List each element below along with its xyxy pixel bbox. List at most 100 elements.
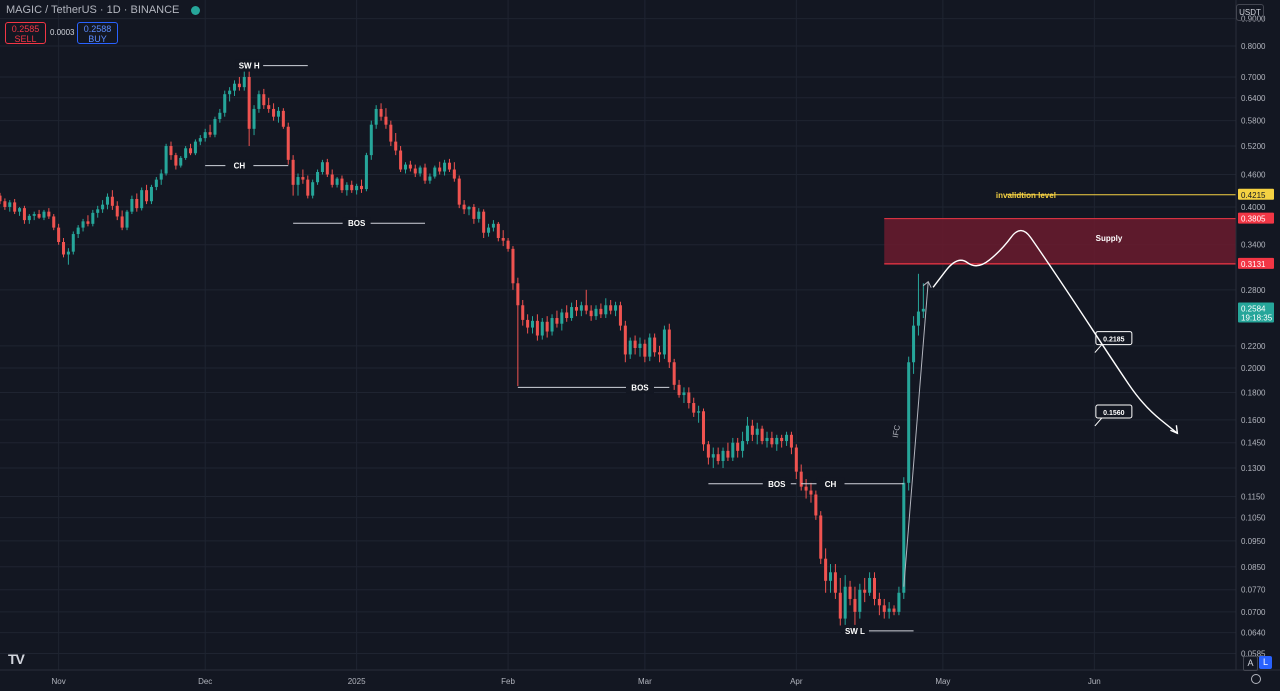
candle-body [726,450,730,458]
candle-body [159,173,163,180]
candle-body [203,132,207,139]
candle-body [760,428,764,442]
candle-body [61,242,66,255]
price-tick-label: 0.2800 [1241,286,1266,295]
price-label-text: 0.3131 [1241,260,1266,269]
candle-body [721,450,725,462]
structure-label-bg [840,624,869,637]
candle-body [8,202,12,207]
price-label-text: 0.3805 [1241,215,1266,224]
candle-body [477,211,481,219]
candle-body [86,221,90,224]
candle-body [902,482,906,593]
buy-button[interactable]: 0.2588 BUY [77,22,118,44]
candle-body [638,343,642,348]
candle-body [623,325,627,355]
candle-body [819,515,823,559]
price-tick-label: 0.0770 [1241,586,1266,595]
price-tick-label: 0.1600 [1241,416,1266,425]
candle-body [877,598,881,606]
candle-body [560,312,564,324]
candle-body [91,212,95,224]
buy-label: BUY [88,34,107,44]
candle-body [487,227,491,233]
candle-body [716,454,720,462]
candle-body [237,83,241,88]
candle-body [692,403,696,413]
candle-body [130,198,134,212]
currency-button[interactable]: USDT [1236,4,1264,21]
candle-body [545,321,549,332]
price-tick-label: 0.1450 [1241,439,1266,448]
candle-body [267,105,271,109]
candle-body [614,305,618,311]
structure-label-bg [816,477,845,490]
candle-body [535,320,539,336]
candle-body [648,337,652,357]
candle-body [208,132,212,135]
candle-body [193,141,197,154]
ifc-arrowhead [922,280,932,288]
candle-body [115,205,119,217]
candle-body [482,211,486,233]
target-callout-label: 0.1560 [1103,410,1125,417]
candle-body [27,215,31,221]
candle-body [814,494,818,516]
candle-body [374,108,378,125]
candle-body [247,76,251,129]
tradingview-logo[interactable]: TV [8,651,25,667]
candle-body [609,305,613,311]
symbol-header: MAGIC / TetherUS · 1D · BINANCE [6,4,201,16]
candle-body [506,240,510,249]
candle-body [96,209,100,213]
candle-body [345,184,349,191]
candle-body [682,392,686,396]
candle-body [443,162,447,172]
structure-label-bg [225,159,254,172]
candle-body [736,442,740,451]
candle-body [741,441,745,451]
target-callout-box [1095,404,1133,419]
candle-body [516,283,520,306]
sell-button[interactable]: 0.2585 SELL [5,22,46,44]
log-scale-button[interactable]: L [1259,656,1272,669]
candle-body [52,216,56,228]
candle-body [433,167,437,177]
candle-body [589,310,593,317]
candle-body [42,211,46,218]
symbol-title[interactable]: MAGIC / TetherUS · 1D · BINANCE [6,4,180,16]
spread-value: 0.0003 [50,28,75,37]
candle-body [413,168,417,174]
time-tick-label: May [935,677,950,686]
candle-body [272,108,276,117]
candle-body [364,155,368,190]
candle-body [71,234,75,252]
auto-scale-button[interactable]: A [1243,656,1258,671]
price-tick-label: 0.8000 [1241,42,1266,51]
candle-body [369,124,373,156]
price-label-box [1238,188,1274,200]
candle-body [32,214,36,216]
candle-body [804,486,808,491]
candle-body [22,208,26,221]
candle-body [872,577,876,599]
candle-body [0,195,2,202]
candle-body [198,138,202,142]
candle-body [584,305,588,311]
candle-body [242,76,246,88]
candle-body [912,325,916,363]
price-label-text: 0.2584 [1241,304,1266,313]
candle-body [189,148,193,154]
candle-body [154,179,158,187]
price-tick-label: 0.0950 [1241,537,1266,546]
candle-body [174,155,178,166]
price-tick-label: 0.1150 [1241,493,1265,502]
candle-body [291,159,295,185]
ifc-arrow [903,281,929,587]
candle-body [838,592,842,619]
candle-body [599,308,603,315]
candle-body [120,216,124,228]
candle-body [232,83,237,91]
settings-gear-icon[interactable] [1251,674,1261,684]
